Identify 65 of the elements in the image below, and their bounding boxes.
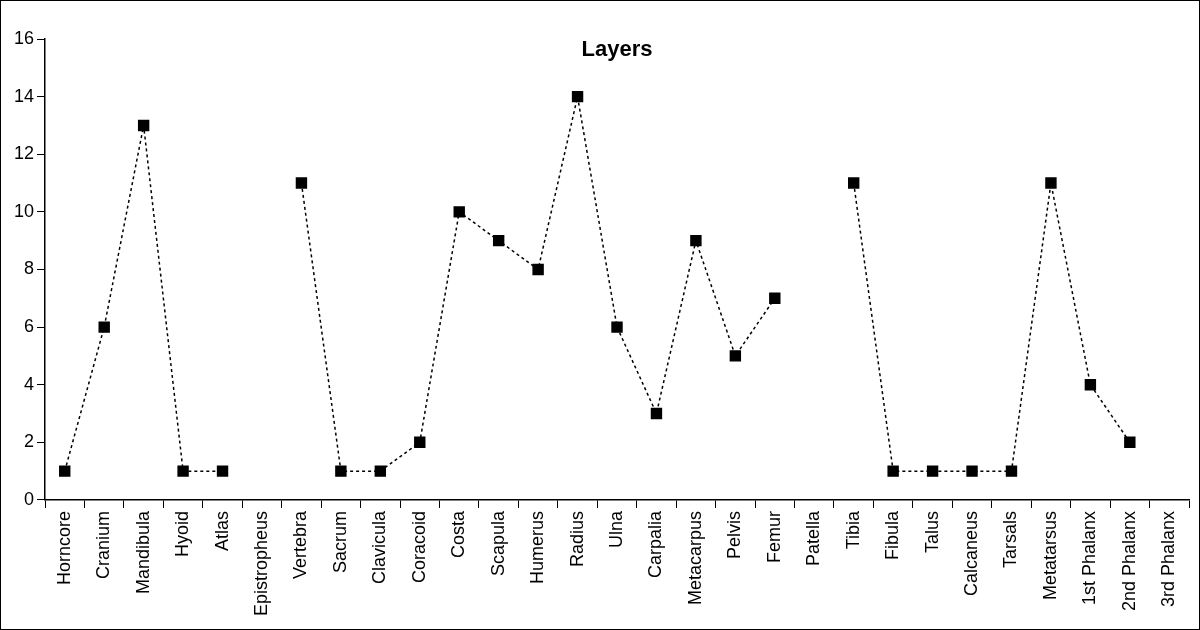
y-tick-label: 6 (24, 316, 35, 337)
point (374, 465, 387, 477)
point (966, 465, 978, 477)
x-tick-label: Hyoid (172, 510, 193, 557)
point (690, 234, 702, 247)
point (887, 465, 899, 477)
y-tick-label: 0 (24, 488, 35, 509)
point (1084, 379, 1097, 391)
x-tick-label: 1st Phalanx (1079, 510, 1100, 605)
point (492, 234, 505, 247)
x-tick-label: Pelvis (724, 510, 745, 559)
x-tick-label: Cranium (93, 510, 114, 579)
y-tick-label: 12 (13, 143, 35, 164)
point (1124, 436, 1136, 449)
chart-title: Layers (581, 36, 653, 62)
y-tick-label: 10 (13, 200, 35, 221)
point (650, 407, 663, 420)
x-tick-label: Atlas (211, 510, 232, 551)
point (137, 119, 150, 132)
x-tick-label: Fibula (882, 509, 903, 560)
x-tick-label: Epistropheus (250, 510, 271, 617)
point (571, 90, 584, 103)
point (453, 206, 465, 218)
x-tick-label: Ulna (605, 509, 626, 548)
x-tick-label: Metacarpus (684, 510, 705, 605)
point (98, 321, 110, 333)
y-tick-label: 8 (24, 258, 35, 279)
y-tick-label: 14 (13, 85, 35, 106)
point (1045, 177, 1057, 189)
x-tick-label: Clavicula (369, 509, 390, 584)
point (295, 177, 308, 189)
point (532, 263, 544, 276)
x-tick-label: Femur (763, 510, 784, 563)
point (177, 465, 189, 477)
x-tick-label: Humerus (527, 510, 548, 584)
point (335, 465, 347, 477)
x-tick-label: Metatarsus (1039, 510, 1060, 600)
x-tick-label: Mandibula (132, 509, 153, 594)
x-tick-label: Patella (803, 509, 824, 566)
x-tick-label: Carpalia (645, 509, 666, 578)
x-tick-label: Scapula (487, 509, 508, 576)
x-tick-label: 3rd Phalanx (1158, 510, 1179, 608)
x-tick-label: Tibia (842, 509, 863, 550)
y-tick-label: 16 (13, 27, 35, 48)
x-tick-label: Horncore (53, 510, 74, 585)
point (769, 292, 781, 304)
point (59, 465, 71, 477)
point (848, 177, 860, 189)
point (611, 321, 623, 333)
point (414, 436, 426, 449)
x-tick-label: Tarsals (1000, 510, 1021, 568)
y-tick-label: 2 (24, 431, 35, 452)
point (926, 465, 939, 477)
point (1005, 465, 1018, 477)
x-tick-label: Calcaneus (961, 510, 982, 596)
x-tick-label: 2nd Phalanx (1118, 510, 1139, 612)
y-tick-label: 4 (24, 373, 35, 394)
x-tick-label: Radius (566, 510, 587, 567)
x-tick-label: Talus (921, 510, 942, 553)
x-tick-label: Sacrum (329, 510, 350, 573)
x-tick-label: Vertebra (290, 509, 311, 579)
point (729, 350, 742, 362)
x-tick-label: Coracoid (408, 510, 429, 583)
point (216, 465, 229, 477)
x-tick-label: Costa (448, 509, 469, 558)
